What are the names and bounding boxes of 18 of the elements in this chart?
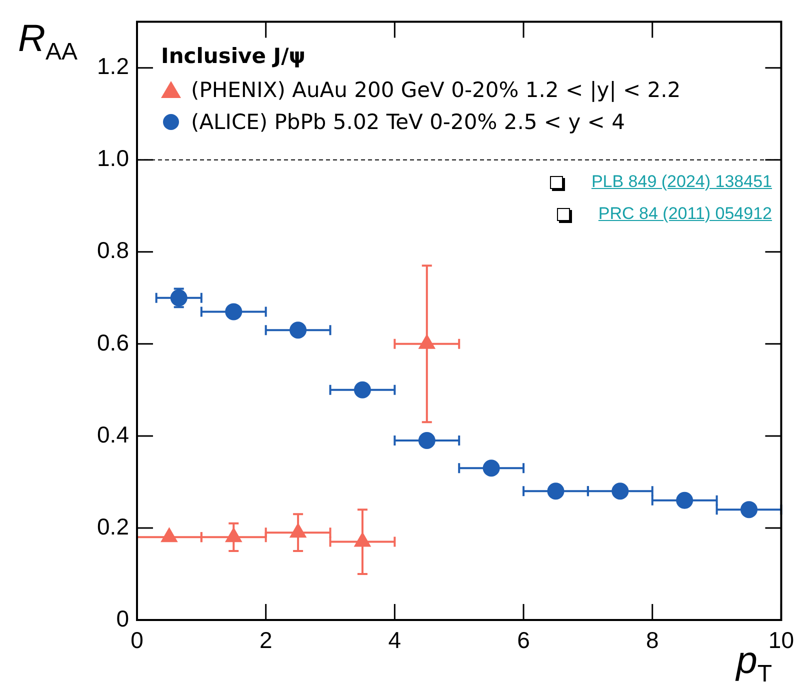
x-tick-label: 6: [517, 627, 530, 654]
legend-title: Inclusive J/ψ: [161, 44, 306, 68]
y-tick-label: 0.8: [97, 237, 129, 264]
x-tick-label: 10: [768, 627, 794, 654]
x-tick-label: 2: [259, 627, 272, 654]
y-tick-label: 0.4: [97, 421, 130, 448]
y-tick-label: 1.2: [97, 53, 129, 80]
legend-label: (ALICE) PbPb 5.02 TeV 0-20% 2.5 < y < 4: [191, 110, 625, 134]
y-tick-label: 0.6: [97, 329, 129, 356]
y-tick-label: 0: [116, 605, 129, 632]
legend-label: (PHENIX) AuAu 200 GeV 0-20% 1.2 < |y| < 2.2: [191, 78, 681, 102]
y-tick-label: 1.0: [97, 145, 129, 172]
x-tick-label: 4: [388, 627, 402, 654]
annotation: PLB 849 (2024) 138451: [591, 172, 772, 192]
x-tick-label: 8: [646, 627, 659, 654]
y-axis-title: R$_{AA}$: [18, 18, 78, 67]
y-tick-label: 0.2: [97, 513, 129, 540]
annotation: PRC 84 (2011) 054912: [598, 204, 772, 224]
